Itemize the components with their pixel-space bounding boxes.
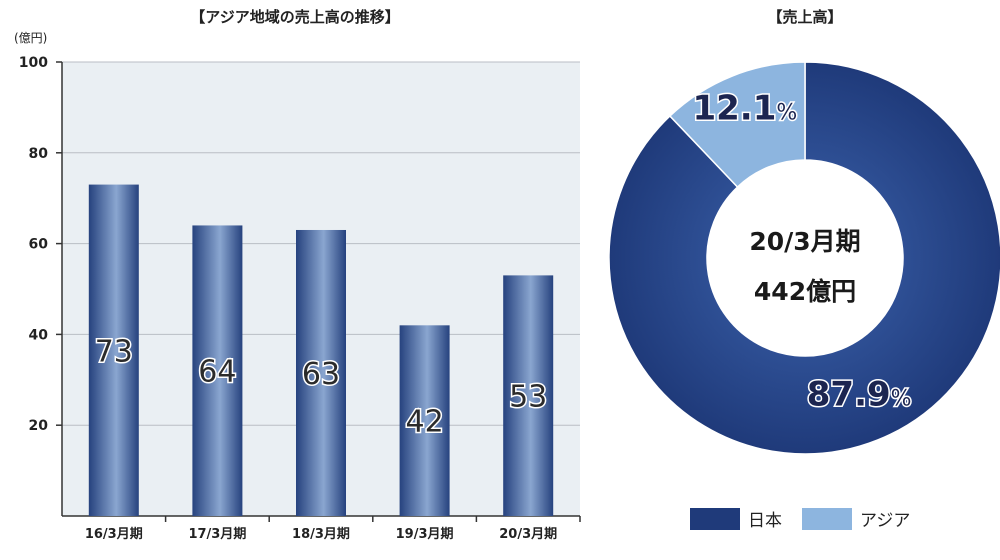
bar-chart-title: 【アジア地域の売上高の推移】 xyxy=(190,8,399,26)
bar xyxy=(399,325,450,516)
bar-value-label: 73 xyxy=(95,334,133,369)
x-tick-label: 17/3月期 xyxy=(188,527,246,542)
bar xyxy=(503,275,554,516)
bar xyxy=(88,184,139,516)
bar-chart: 【アジア地域の売上高の推移】 (億円) 20 40 60 80 100 73 16/3月期 6… xyxy=(14,8,581,542)
bar xyxy=(192,225,243,516)
legend-label-asia: アジア xyxy=(860,511,910,531)
y-tick-label: 20 xyxy=(29,418,49,434)
center-label-period: 20/3月期 xyxy=(749,227,860,256)
donut-slice xyxy=(608,61,1000,455)
donut-chart-title: 【売上高】 xyxy=(767,8,842,26)
y-tick-label: 100 xyxy=(19,55,48,71)
x-tick-label: 18/3月期 xyxy=(292,527,350,542)
y-tick-label: 40 xyxy=(29,327,49,343)
y-tick-label: 60 xyxy=(29,237,49,253)
x-tick-label: 19/3月期 xyxy=(396,527,454,542)
x-tick-label: 20/3月期 xyxy=(499,527,557,542)
donut-slice xyxy=(668,61,806,189)
bar-value-label: 63 xyxy=(302,357,340,392)
legend-label-japan: 日本 xyxy=(748,511,782,531)
bar-value-label: 53 xyxy=(509,380,547,415)
x-tick-label: 16/3月期 xyxy=(85,527,143,542)
legend-swatch-japan xyxy=(690,508,740,530)
bar xyxy=(296,229,346,517)
bar-value-label: 64 xyxy=(198,355,236,390)
bar-value-label: 42 xyxy=(406,405,444,440)
legend-swatch-asia xyxy=(802,508,852,530)
y-tick-label: 80 xyxy=(29,146,49,162)
donut-chart: 【売上高】 87.9%12.1% 20/3月期 442億円 日本 アジア xyxy=(608,8,1000,531)
y-axis-unit: (億円) xyxy=(14,31,47,45)
center-label-total: 442億円 xyxy=(754,277,856,306)
